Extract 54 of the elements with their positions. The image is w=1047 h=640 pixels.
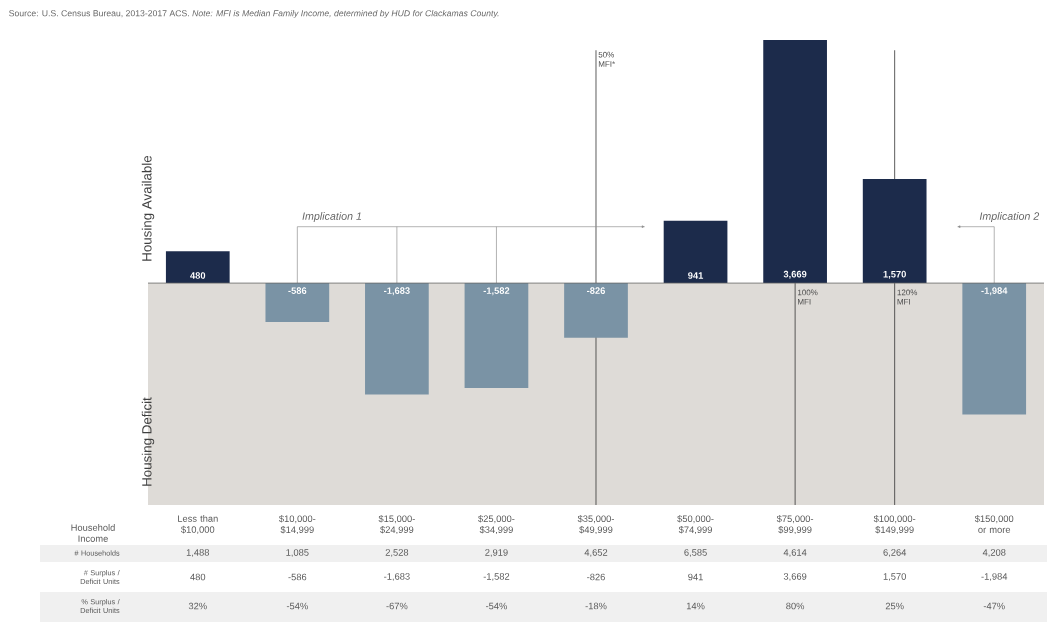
text: 941 xyxy=(688,272,704,279)
ref-line-label: 50% MFI* xyxy=(598,51,616,67)
x-tick-label: $25,000-$34,999 xyxy=(478,515,515,535)
x-tick-label: $35,000-$49,999 xyxy=(577,515,614,535)
band-label: Housing Deficit xyxy=(141,397,155,486)
text: -586 xyxy=(288,287,307,294)
ref-line-label: 100% MFI xyxy=(797,289,818,305)
data-label: 480 xyxy=(190,573,206,581)
text: -67% xyxy=(386,602,408,610)
x-tick-label: $150,000 or more xyxy=(974,515,1014,533)
text: 480 xyxy=(190,272,206,279)
text: -826 xyxy=(587,287,605,294)
annotation: Implication 1 xyxy=(302,212,362,223)
data-label: -586 xyxy=(288,573,307,581)
text: 3,669 xyxy=(783,270,807,279)
x-axis-title: Household Income xyxy=(71,524,115,542)
annotation: Implication 2 xyxy=(979,212,1040,223)
text: 6,264 xyxy=(883,549,907,557)
text: 1,488 xyxy=(186,549,210,557)
text: 80% xyxy=(786,602,805,610)
data-label: 3,669 xyxy=(783,573,807,581)
text: -1,582 xyxy=(483,287,510,296)
text: 1,570 xyxy=(883,270,906,279)
text: 2,919 xyxy=(485,549,508,557)
text: 25% xyxy=(885,602,904,610)
y-axis-title: Housing Available xyxy=(141,155,155,261)
x-tick-label: $100,000-$149,999 xyxy=(873,515,916,535)
x-tick-label: $15,000-$24,999 xyxy=(378,515,415,535)
x-tick-label: Less than $10,000 xyxy=(178,515,218,534)
text: 6,585 xyxy=(684,549,707,557)
ref-line-label: 120% MFI xyxy=(897,289,918,305)
data-label: 941 xyxy=(688,573,703,581)
text: 4,652 xyxy=(584,549,608,557)
text: 4,614 xyxy=(783,549,807,557)
text: 4,208 xyxy=(982,549,1006,557)
source-note: Source: U.S. Census Bureau, 2013-2017 ACS. Note: MFI is Median Family Income, determined by HUD for Clackamas County. xyxy=(9,9,499,19)
text: -54% xyxy=(286,602,308,610)
data-label: 1,570 xyxy=(883,573,906,581)
text: 14% xyxy=(686,602,705,610)
data-label: -1,984 xyxy=(981,573,1008,581)
x-tick-label: $10,000-$14,999 xyxy=(279,515,316,535)
text: 1,085 xyxy=(286,549,309,557)
data-label: -1,582 xyxy=(483,573,510,581)
data-label: -826 xyxy=(587,573,605,581)
data-label: -1,683 xyxy=(384,573,410,581)
text: -1,683 xyxy=(384,287,410,296)
x-tick-label: $75,000-$99,999 xyxy=(776,515,814,535)
text: -54% xyxy=(485,602,507,610)
text: -1,984 xyxy=(981,287,1008,296)
x-tick-label: $50,000-$74,999 xyxy=(677,515,714,535)
text: -47% xyxy=(983,602,1005,610)
text: 2,528 xyxy=(385,549,409,557)
text: -18% xyxy=(585,602,607,610)
text: 32% xyxy=(188,602,207,610)
